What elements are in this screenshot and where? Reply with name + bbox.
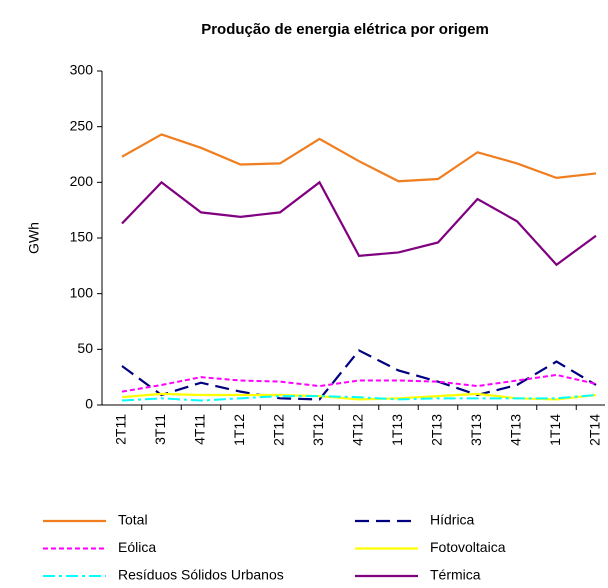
x-tick-label: 3T13	[468, 414, 484, 446]
series-line	[121, 393, 597, 402]
series-line	[121, 349, 597, 401]
y-tick-label: 200	[70, 173, 94, 189]
x-tick-label: 2T14	[587, 414, 603, 446]
x-tick-label: 2T11	[113, 414, 129, 445]
y-tick-label: 300	[70, 62, 94, 78]
x-tick-label: 2T13	[429, 414, 445, 446]
x-tick-label: 4T11	[192, 414, 208, 445]
y-tick-label: 250	[70, 117, 94, 133]
y-tick-label: 50	[77, 340, 93, 356]
x-tick-label: 4T12	[350, 414, 366, 446]
legend-label: Eólica	[118, 539, 156, 555]
legend-label: Térmica	[430, 567, 481, 583]
legend-label: Resíduos Sólidos Urbanos	[118, 567, 284, 583]
x-tick-label: 2T12	[271, 414, 287, 446]
y-tick-label: 0	[85, 396, 93, 412]
series-line	[121, 373, 597, 393]
x-tick-label: 3T11	[152, 414, 168, 445]
series-line	[121, 133, 597, 183]
chart-title: Produção de energia elétrica por origem	[201, 21, 489, 38]
x-tick-label: 4T13	[508, 414, 524, 446]
series-line	[121, 180, 597, 267]
y-tick-label: 150	[70, 229, 94, 245]
x-tick-label: 3T12	[310, 414, 326, 446]
legend-label: Total	[118, 512, 148, 528]
y-axis-label: GWh	[26, 222, 42, 254]
legend-label: Hídrica	[430, 512, 475, 528]
x-tick-label: 1T14	[547, 414, 563, 446]
legend-label: Fotovoltaica	[430, 539, 506, 555]
y-tick-label: 100	[70, 284, 94, 300]
x-tick-label: 1T12	[231, 414, 247, 446]
x-tick-label: 1T13	[389, 414, 405, 446]
